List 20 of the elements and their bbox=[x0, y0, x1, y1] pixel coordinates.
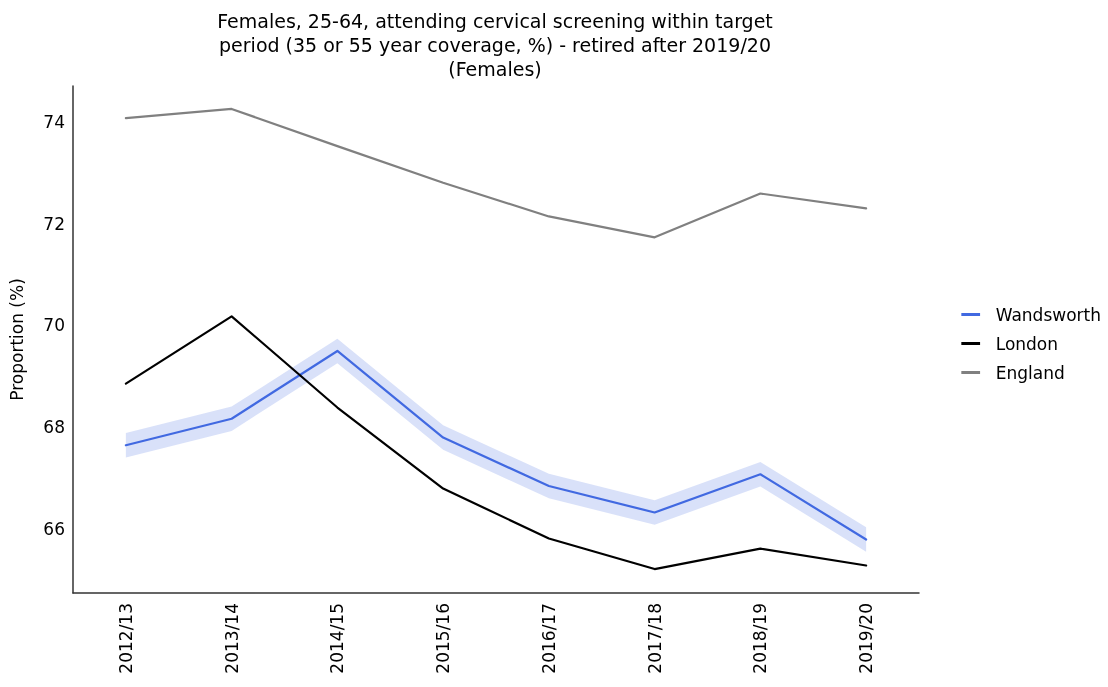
x-tick-label: 2013/14 bbox=[221, 603, 242, 674]
x-tick-label: 2018/19 bbox=[750, 603, 771, 674]
y-tick-label: 66 bbox=[43, 519, 65, 540]
legend-label: Wandsworth bbox=[995, 304, 1101, 325]
x-tick-label: 2012/13 bbox=[115, 603, 136, 674]
x-tick-label: 2017/18 bbox=[644, 603, 665, 674]
y-tick-label: 72 bbox=[43, 213, 65, 234]
y-tick-label: 68 bbox=[43, 417, 65, 438]
x-tick-label: 2015/16 bbox=[433, 603, 454, 674]
y-tick-label: 70 bbox=[43, 315, 65, 336]
chart-title: Females, 25-64, attending cervical screening within target period (35 or 55 year coverage, %) - retired after 2019/20 (Females) bbox=[217, 10, 773, 80]
y-tick-label: 74 bbox=[43, 111, 65, 132]
line-series bbox=[124, 107, 868, 239]
line-series bbox=[124, 315, 868, 571]
legend-label: England bbox=[995, 362, 1065, 383]
x-tick-label: 2019/20 bbox=[856, 603, 877, 674]
x-tick-label: 2016/17 bbox=[538, 603, 559, 674]
x-tick-label: 2014/15 bbox=[327, 603, 348, 674]
y-axis-title: Proportion (%) bbox=[6, 278, 27, 401]
legend-label: London bbox=[995, 333, 1059, 354]
